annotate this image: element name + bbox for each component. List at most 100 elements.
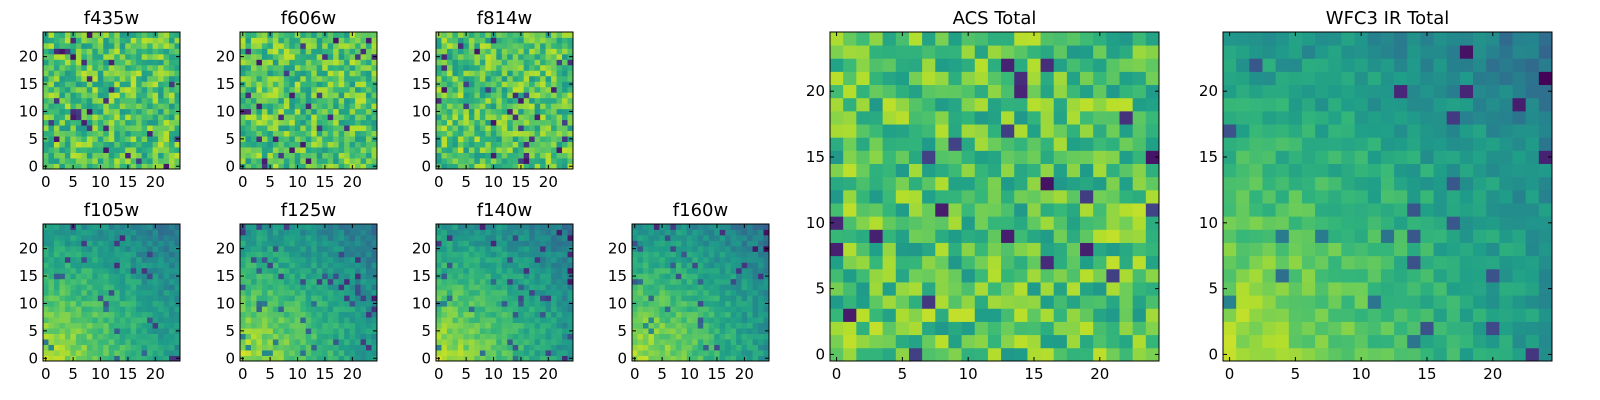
heatmap-cell xyxy=(664,262,671,269)
heatmap-cell xyxy=(703,289,710,296)
heatmap-cell xyxy=(523,59,530,66)
heatmap-cell xyxy=(664,289,671,296)
heatmap-cell xyxy=(48,224,55,230)
heatmap-cell xyxy=(75,322,82,329)
heatmap-cell xyxy=(512,53,519,60)
heatmap-cell xyxy=(70,108,77,115)
heatmap-cell xyxy=(474,103,481,110)
heatmap-cell xyxy=(703,295,710,302)
heatmap-cell xyxy=(92,119,99,126)
heatmap-cell xyxy=(338,86,345,93)
heatmap-cell xyxy=(496,42,503,49)
heatmap-cell xyxy=(670,295,677,302)
heatmap-cell xyxy=(261,229,268,236)
heatmap-cell xyxy=(446,267,453,274)
heatmap-cell xyxy=(758,278,764,285)
heatmap-cell xyxy=(664,339,671,345)
heatmap-cell xyxy=(86,136,93,142)
heatmap-cell xyxy=(1014,229,1028,243)
heatmap-cell xyxy=(75,245,82,252)
heatmap-cell xyxy=(697,322,704,329)
heatmap-cell xyxy=(551,284,557,291)
heatmap-cell xyxy=(322,322,329,329)
heatmap-cell xyxy=(59,322,66,329)
heatmap-cell xyxy=(551,311,557,318)
heatmap-cell xyxy=(355,251,361,258)
heatmap-cell xyxy=(463,328,470,334)
heatmap-cell xyxy=(294,300,301,307)
heatmap-cell xyxy=(692,267,699,274)
heatmap-cell xyxy=(987,189,1002,204)
heatmap-cell xyxy=(452,32,459,38)
heatmap-cell xyxy=(463,240,470,247)
heatmap-cell xyxy=(300,234,307,241)
heatmap-cell xyxy=(1106,176,1120,191)
heatmap-cell xyxy=(163,119,170,126)
heatmap-cell xyxy=(108,86,115,93)
heatmap-cell xyxy=(305,37,312,44)
heatmap-cell xyxy=(752,322,759,329)
heatmap-cell xyxy=(70,114,77,121)
heatmap-cell xyxy=(311,114,318,121)
heatmap-cell xyxy=(272,267,279,274)
heatmap-cell xyxy=(366,163,372,170)
heatmap-cell xyxy=(147,284,153,291)
heatmap-cell xyxy=(632,333,638,340)
heatmap-cell xyxy=(653,278,660,285)
heatmap-cell xyxy=(534,350,541,356)
heatmap-cell xyxy=(152,344,159,351)
heatmap-cell xyxy=(344,141,350,148)
heatmap-cell xyxy=(289,119,296,126)
heatmap-cell xyxy=(305,32,312,38)
heatmap-cell xyxy=(169,278,175,285)
heatmap-cell xyxy=(463,59,470,66)
heatmap-cell xyxy=(97,240,104,247)
heatmap-cell xyxy=(125,350,132,356)
heatmap-cell xyxy=(708,267,715,274)
heatmap-cell xyxy=(692,311,699,318)
heatmap-cell xyxy=(529,158,536,164)
heatmap-cell xyxy=(278,333,285,340)
heatmap-cell xyxy=(507,108,514,115)
heatmap-cell xyxy=(987,282,1002,296)
heatmap-cell xyxy=(882,203,897,217)
heatmap-cell xyxy=(856,321,870,336)
heatmap-cell xyxy=(436,289,442,296)
heatmap-cell xyxy=(327,97,334,104)
heatmap-cell xyxy=(562,59,568,66)
heatmap-cell xyxy=(653,295,660,302)
heatmap-cell xyxy=(294,136,301,142)
heatmap-cell xyxy=(108,251,115,258)
heatmap-cell xyxy=(114,141,121,148)
heatmap-cell xyxy=(300,32,307,38)
heatmap-cell xyxy=(463,75,470,82)
heatmap-cell xyxy=(64,64,71,71)
heatmap-cell xyxy=(507,295,514,302)
heatmap-cell xyxy=(719,339,726,345)
heatmap-cell xyxy=(283,295,290,302)
heatmap-cell xyxy=(474,317,481,324)
heatmap-cell xyxy=(240,278,246,285)
heatmap-cell xyxy=(316,163,323,170)
heatmap-cell xyxy=(316,322,323,329)
heatmap-cell xyxy=(529,355,536,362)
heatmap-cell xyxy=(278,152,285,159)
heatmap-cell xyxy=(747,300,753,307)
heatmap-cell xyxy=(119,86,126,93)
heatmap-cell xyxy=(43,262,49,269)
heatmap-cell xyxy=(59,273,66,280)
heatmap-cell xyxy=(300,64,307,71)
heatmap-cell xyxy=(479,245,486,252)
heatmap-cell xyxy=(457,125,464,132)
heatmap-cell xyxy=(371,158,378,164)
heatmap-cell xyxy=(59,234,66,241)
heatmap-cell xyxy=(366,158,372,164)
heatmap-cell xyxy=(642,306,649,313)
heatmap-cell xyxy=(152,141,159,148)
heatmap-cell xyxy=(81,130,88,137)
heatmap-cell xyxy=(540,229,546,236)
heatmap-cell xyxy=(97,262,104,269)
heatmap-cell xyxy=(250,53,257,60)
heatmap-cell xyxy=(436,251,442,258)
heatmap-cell xyxy=(642,328,649,334)
